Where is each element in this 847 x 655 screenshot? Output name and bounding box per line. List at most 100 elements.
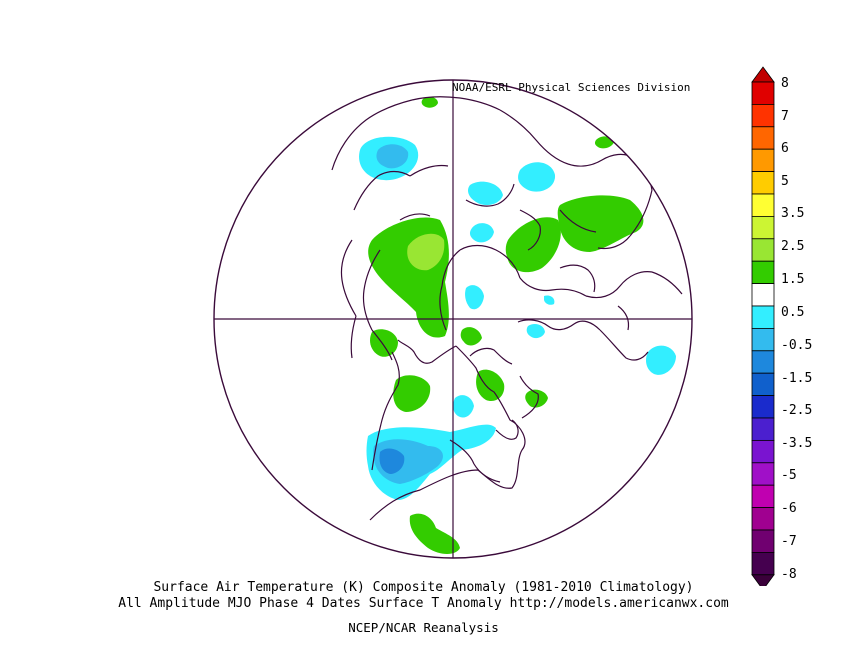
anomaly-region-4 <box>468 181 503 206</box>
anomaly-region-7 <box>407 233 445 271</box>
coastline-26 <box>465 183 515 207</box>
colorbar-swatch <box>751 283 775 307</box>
anomaly-region-17 <box>393 375 431 412</box>
colorbar-tick-label: 2.5 <box>781 239 805 254</box>
colorbar <box>751 66 775 586</box>
colorbar-tick-label: 7 <box>781 109 789 124</box>
coastline-31 <box>559 264 596 293</box>
coastline-18 <box>331 99 413 171</box>
colorbar-swatch <box>751 126 775 150</box>
coastline-28 <box>340 239 357 317</box>
colorbar-bottom-arrow <box>751 574 775 586</box>
anomaly-region-19 <box>525 389 548 408</box>
coastline-1 <box>369 345 526 521</box>
coastline-2 <box>371 351 400 471</box>
colorbar-swatch <box>751 104 775 128</box>
coastline-15 <box>371 329 393 361</box>
colorbar-swatch <box>751 507 775 531</box>
colorbar-tick-label: 3.5 <box>781 206 805 221</box>
coastline-9 <box>439 249 461 331</box>
coastline-4 <box>495 419 519 440</box>
colorbar-swatch <box>751 484 775 509</box>
anomaly-region-10 <box>594 136 614 149</box>
colorbar-swatch <box>751 327 775 352</box>
map-disc-content <box>331 96 683 554</box>
coastline-6 <box>469 347 513 365</box>
colorbar-tick-label: 5 <box>781 174 789 189</box>
colorbar-swatch <box>751 462 775 486</box>
anomaly-region-8 <box>505 217 561 273</box>
anomaly-region-15 <box>460 327 482 346</box>
colorbar-swatch <box>751 238 775 262</box>
coastline-12 <box>585 271 653 299</box>
coastline-29 <box>350 315 357 359</box>
anomaly-region-3 <box>518 162 556 192</box>
coastline-5 <box>519 375 539 419</box>
anomaly-region-18 <box>476 369 505 402</box>
colorbar-top-arrow <box>751 66 775 83</box>
colorbar-swatch <box>751 529 775 553</box>
colorbar-tick-label: -3.5 <box>781 436 813 451</box>
colorbar-tick-label: 6 <box>781 141 789 156</box>
coastline-16 <box>353 170 411 211</box>
colorbar-swatch <box>751 305 775 329</box>
colorbar-tick-label: 0.5 <box>781 305 805 320</box>
anomaly-region-20 <box>646 345 676 375</box>
colorbar-tick-label: -0.5 <box>781 338 813 353</box>
coastline-17 <box>409 164 449 177</box>
caption-source: NCEP/NCAR Reanalysis <box>348 620 499 635</box>
colorbar-swatch <box>751 171 775 195</box>
coastline-3 <box>397 339 457 364</box>
anomaly-region-5 <box>469 223 494 243</box>
anomaly-region-2 <box>376 144 409 169</box>
credit-label: NOAA/ESRL Physical Sciences Division <box>452 81 691 94</box>
colorbar-swatch <box>751 81 775 105</box>
coastline-20 <box>499 109 569 165</box>
colorbar-tick-label: 1.5 <box>781 272 805 287</box>
colorbar-swatch <box>751 417 775 441</box>
coastline-27 <box>519 209 541 251</box>
coastline-23 <box>629 189 653 237</box>
colorbar-tick-label: 8 <box>781 76 789 91</box>
colorbar-swatch <box>751 551 775 576</box>
colorbar-tick-label: -7 <box>781 534 797 549</box>
coastline-10 <box>459 244 521 279</box>
anomaly-region-14 <box>526 324 545 339</box>
colorbar-swatch <box>751 395 775 419</box>
colorbar-swatch <box>751 350 775 374</box>
coastline-24 <box>597 235 631 250</box>
coastline-34 <box>473 463 501 483</box>
colorbar-swatch <box>751 260 775 284</box>
colorbar-swatch <box>751 439 775 464</box>
anomaly-region-21 <box>453 395 474 418</box>
colorbar-tick-label: -5 <box>781 468 797 483</box>
colorbar-tick-label: -1.5 <box>781 371 813 386</box>
colorbar-tick-label: -6 <box>781 501 797 516</box>
colorbar-tick-label: -2.5 <box>781 403 813 418</box>
coastline-32 <box>617 305 630 331</box>
coastline-8 <box>599 329 649 361</box>
coastline-21 <box>567 153 635 167</box>
coastline-25 <box>559 209 597 233</box>
colorbar-swatch <box>751 215 775 240</box>
anomaly-region-11 <box>421 96 438 108</box>
colorbar-swatch <box>751 372 775 397</box>
coastline-19 <box>411 96 501 111</box>
colorbar-swatch <box>751 148 775 172</box>
anomaly-region-12 <box>465 285 484 310</box>
anomaly-shading <box>359 96 676 554</box>
coastline-13 <box>651 271 683 295</box>
coastlines <box>331 96 683 521</box>
colorbar-tick-label: -8 <box>781 567 797 582</box>
anomaly-region-25 <box>409 513 460 554</box>
coastline-11 <box>519 277 587 297</box>
anomaly-region-24 <box>379 448 405 474</box>
coastline-30 <box>399 213 431 221</box>
anomaly-region-13 <box>544 295 555 305</box>
anomaly-region-9 <box>557 195 644 252</box>
colorbar-swatch <box>751 193 775 217</box>
coastline-7 <box>517 319 601 331</box>
caption-subtitle: All Amplitude MJO Phase 4 Dates Surface … <box>118 596 729 611</box>
caption-title: Surface Air Temperature (K) Composite An… <box>153 580 694 595</box>
